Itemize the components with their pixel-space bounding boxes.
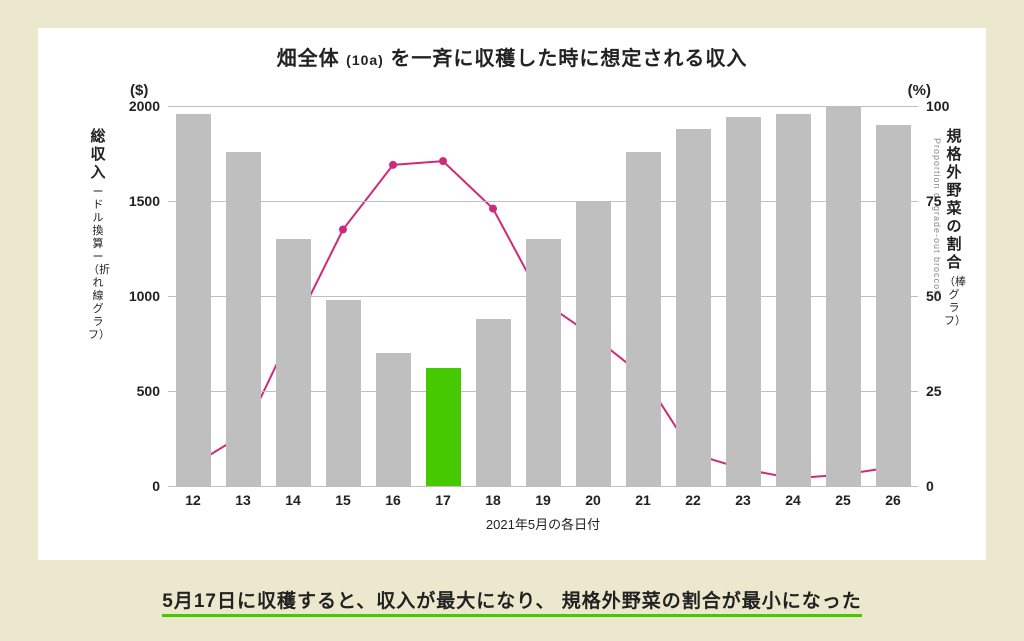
bar xyxy=(826,106,861,486)
chart-title: 畑全体 (10a) を一斉に収穫した時に想定される収入 xyxy=(38,42,986,71)
x-tick: 22 xyxy=(685,492,701,508)
left-axis-label-main: 総収入 xyxy=(90,128,105,181)
x-tick: 18 xyxy=(485,492,501,508)
bar xyxy=(276,239,311,486)
grid-line xyxy=(168,486,918,487)
x-tick: 13 xyxy=(235,492,251,508)
right-axis-label-main: 規格外野菜の割合 xyxy=(946,128,961,271)
x-tick: 26 xyxy=(885,492,901,508)
bar xyxy=(226,152,261,486)
x-tick: 12 xyxy=(185,492,201,508)
line-marker xyxy=(339,226,347,234)
caption-text: 5月17日に収穫すると、収入が最大になり、 規格外野菜の割合が最小になった xyxy=(162,591,861,617)
x-tick: 25 xyxy=(835,492,851,508)
line-marker xyxy=(489,205,497,213)
right-axis-unit: (%) xyxy=(908,82,931,99)
bar xyxy=(626,152,661,486)
bar xyxy=(526,239,561,486)
x-tick: 15 xyxy=(335,492,351,508)
x-tick: 20 xyxy=(585,492,601,508)
right-axis-label-sub: （棒グラフ） xyxy=(944,276,964,328)
bar xyxy=(676,129,711,486)
bar xyxy=(776,114,811,486)
title-rest: を一斉に収穫した時に想定される収入 xyxy=(390,48,747,70)
x-axis-label: 2021年5月の各日付 xyxy=(168,514,918,533)
y-right-tick: 100 xyxy=(926,98,949,114)
bar xyxy=(326,300,361,486)
x-tick: 23 xyxy=(735,492,751,508)
bar xyxy=(576,201,611,486)
bar xyxy=(476,319,511,486)
plot-area: 2021年5月の各日付 0500100015002000025507510012… xyxy=(168,106,918,486)
left-axis-label-sub: ードル換算ー（折れ線グラフ） xyxy=(88,186,108,342)
chart-panel: 畑全体 (10a) を一斉に収穫した時に想定される収入 ($) (%) 総収入 … xyxy=(38,28,986,560)
y-right-tick: 75 xyxy=(926,193,942,209)
bar xyxy=(876,125,911,486)
y-right-tick: 25 xyxy=(926,383,942,399)
x-tick: 17 xyxy=(435,492,451,508)
right-axis-sub-en: Proportion of grade-out broccoli xyxy=(932,138,942,296)
y-left-tick: 0 xyxy=(152,478,160,494)
x-tick: 14 xyxy=(285,492,301,508)
title-main: 畑全体 xyxy=(277,48,340,70)
bar xyxy=(426,368,461,486)
bar xyxy=(176,114,211,486)
right-axis-label: 規格外野菜の割合 （棒グラフ） xyxy=(944,128,964,328)
caption: 5月17日に収穫すると、収入が最大になり、 規格外野菜の割合が最小になった xyxy=(0,586,1024,613)
x-tick: 24 xyxy=(785,492,801,508)
left-axis-label: 総収入 ードル換算ー（折れ線グラフ） xyxy=(88,128,108,342)
x-tick: 19 xyxy=(535,492,551,508)
x-tick: 21 xyxy=(635,492,651,508)
y-left-tick: 1000 xyxy=(129,288,160,304)
bar xyxy=(376,353,411,486)
y-right-tick: 0 xyxy=(926,478,934,494)
x-tick: 16 xyxy=(385,492,401,508)
line-marker xyxy=(439,157,447,165)
y-left-tick: 1500 xyxy=(129,193,160,209)
line-marker xyxy=(389,161,397,169)
grid-line xyxy=(168,106,918,107)
bar xyxy=(726,117,761,486)
left-axis-unit: ($) xyxy=(130,82,148,99)
y-right-tick: 50 xyxy=(926,288,942,304)
y-left-tick: 2000 xyxy=(129,98,160,114)
y-left-tick: 500 xyxy=(137,383,160,399)
title-paren: (10a) xyxy=(346,52,384,68)
